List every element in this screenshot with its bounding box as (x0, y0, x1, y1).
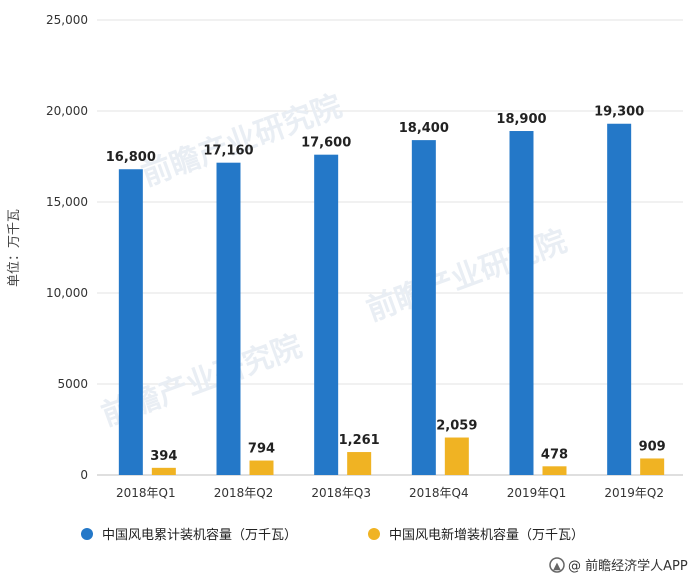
bar-cumulative (509, 131, 534, 475)
legend-marker (81, 528, 93, 540)
data-label: 17,160 (203, 144, 253, 159)
x-tick-label: 2019年Q1 (507, 486, 567, 500)
bar-cumulative (411, 140, 436, 475)
data-label: 17,600 (301, 136, 351, 151)
bar-new (542, 466, 567, 475)
gridlines (97, 19, 683, 476)
credit-text: @ 前瞻经济学人APP (568, 558, 688, 574)
bar-new (444, 437, 469, 475)
y-axis-ticks: 0 5000 10,000 15,000 20,000 25,000 (46, 13, 88, 482)
bar-cumulative (314, 154, 339, 475)
bar-new (249, 460, 274, 475)
data-label: 1,261 (339, 433, 380, 448)
legend-label: 中国风电累计装机容量（万千瓦） (102, 527, 297, 543)
bar-cumulative (216, 162, 241, 476)
bars (118, 123, 665, 476)
credit-icon-glyph: ▲ (553, 561, 561, 572)
legend: 中国风电累计装机容量（万千瓦） 中国风电新增装机容量（万千瓦） (81, 527, 584, 543)
y-axis-label: 单位：万千瓦 (7, 209, 22, 287)
x-tick-label: 2019年Q2 (604, 486, 664, 500)
bar-new (151, 467, 176, 475)
y-tick-label: 25,000 (46, 13, 88, 27)
y-tick-label: 5000 (57, 377, 88, 391)
y-tick-label: 20,000 (46, 104, 88, 118)
bar-new (640, 458, 665, 475)
x-tick-label: 2018年Q3 (311, 486, 371, 500)
bar-cumulative (118, 169, 143, 476)
x-axis-ticks: 2018年Q1 2018年Q2 2018年Q3 2018年Q4 2019年Q1 2019年… (116, 486, 664, 500)
y-tick-label: 15,000 (46, 195, 88, 209)
watermark-text: 前瞻产业研究院 (362, 224, 571, 329)
legend-label: 中国风电新增装机容量（万千瓦） (389, 527, 584, 543)
data-label: 794 (248, 442, 275, 457)
data-label: 18,900 (496, 112, 546, 127)
data-label: 19,300 (594, 105, 644, 120)
bar-new (347, 452, 372, 475)
legend-marker (368, 528, 380, 540)
bar-cumulative (607, 123, 632, 476)
x-tick-label: 2018年Q2 (214, 486, 274, 500)
data-label: 909 (639, 439, 666, 454)
data-labels: 16,800 394 17,160 794 17,600 1,261 18,400 2,059… (106, 105, 666, 464)
data-label: 16,800 (106, 150, 156, 165)
y-tick-label: 10,000 (46, 286, 88, 300)
credit-icon (549, 557, 565, 573)
data-label: 394 (150, 449, 177, 464)
source-credit: ▲ @ 前瞻经济学人APP (549, 557, 688, 574)
x-tick-label: 2018年Q4 (409, 486, 469, 500)
data-label: 2,059 (436, 419, 477, 434)
x-tick-label: 2018年Q1 (116, 486, 176, 500)
data-label: 478 (541, 447, 568, 462)
data-label: 18,400 (399, 121, 449, 136)
y-tick-label: 0 (80, 468, 88, 482)
